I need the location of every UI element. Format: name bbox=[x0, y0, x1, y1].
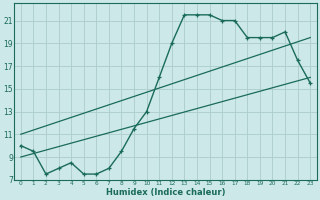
X-axis label: Humidex (Indice chaleur): Humidex (Indice chaleur) bbox=[106, 188, 225, 197]
